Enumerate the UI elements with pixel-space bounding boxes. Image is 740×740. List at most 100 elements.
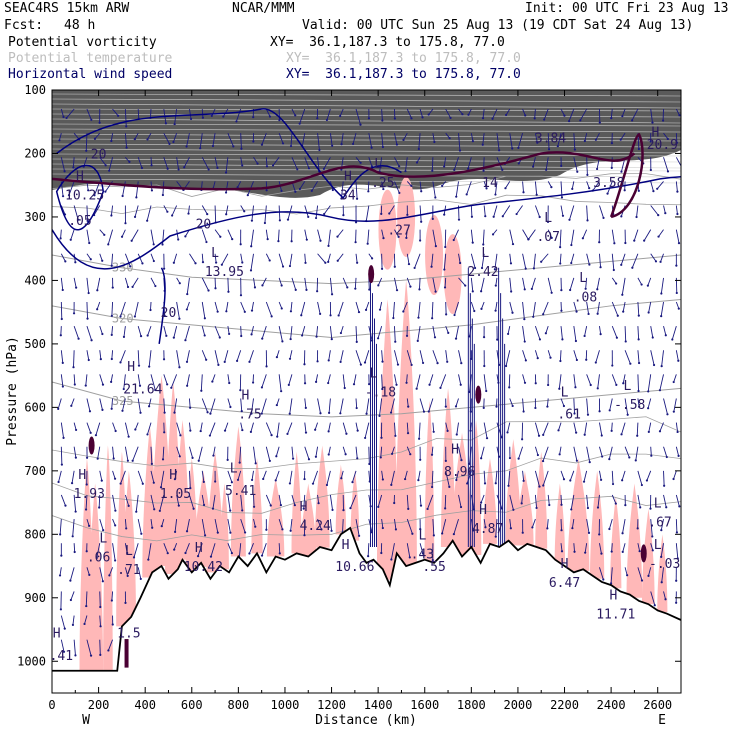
wind-vector-head: [419, 504, 423, 507]
wind-vector: [355, 326, 358, 342]
wind-vector-head: [288, 357, 292, 360]
wind-vector-head: [666, 170, 670, 173]
wind-vector: [253, 518, 256, 527]
wind-vector-head: [594, 361, 597, 364]
wind-vector-head: [214, 287, 217, 290]
wind-vector: [573, 543, 575, 552]
wind-vector: [521, 494, 524, 504]
wind-vector: [427, 494, 434, 510]
wind-vector-head: [298, 122, 301, 125]
extremum-label: -.58: [614, 398, 645, 413]
wind-vector-head: [381, 387, 384, 391]
wind-vector: [107, 229, 114, 245]
wind-vector: [509, 133, 513, 149]
wind-vector-head: [71, 535, 74, 538]
wind-vector-head: [331, 508, 334, 512]
wind-vector: [432, 519, 435, 536]
wind-vector-head: [470, 215, 474, 218]
wind-vector: [240, 133, 242, 149]
wind-vector-head: [422, 410, 426, 413]
wind-vector-head: [346, 286, 349, 289]
wind-vector: [148, 350, 152, 367]
wind-vector-head: [675, 531, 679, 534]
wind-vector-head: [177, 504, 180, 507]
wind-vector-head: [443, 213, 446, 216]
wind-vector-head: [588, 187, 591, 190]
wind-vector: [611, 374, 617, 386]
wind-vector: [445, 108, 451, 119]
wind-vector: [522, 229, 529, 240]
wind-vector-head: [455, 195, 458, 198]
wind-vector: [381, 350, 383, 362]
wind-vector: [445, 422, 449, 431]
wind-vector-head: [240, 334, 243, 338]
wind-vector: [406, 374, 408, 383]
wind-vector: [560, 543, 563, 552]
stratosphere-isentrope: [52, 93, 681, 97]
wind-vector: [586, 398, 589, 415]
wind-vector: [663, 591, 666, 600]
wind-vector: [291, 277, 297, 290]
wind-vector: [624, 398, 629, 415]
wind-vector-head: [278, 118, 281, 122]
wind-vector-head: [524, 114, 527, 117]
wind-vector-head: [521, 531, 524, 534]
wind-vector: [648, 422, 652, 433]
wind-vector: [547, 494, 550, 506]
wind-vector: [584, 543, 588, 553]
wind-vector: [543, 108, 549, 120]
wind-vector-head: [596, 387, 599, 390]
wind-vector-head: [395, 289, 399, 292]
wind-vector-head: [261, 337, 264, 340]
wind-vector: [455, 398, 459, 407]
wind-vector-head: [354, 241, 357, 244]
wind-vector-head: [114, 559, 117, 562]
wind-shade-region: [376, 299, 399, 580]
wind-shade-region: [424, 401, 435, 562]
wind-vector-head: [152, 259, 155, 263]
wind-vector: [200, 422, 203, 432]
wind-vector-head: [621, 550, 624, 553]
wind-vector: [73, 277, 77, 288]
wind-vector: [353, 374, 357, 385]
wind-vector-head: [614, 502, 617, 505]
wind-vector-head: [596, 506, 600, 509]
wind-vector-head: [126, 459, 129, 462]
wind-vector: [611, 277, 617, 284]
wind-vector: [380, 446, 383, 458]
wind-vector-head: [269, 504, 272, 507]
wind-vector-head: [85, 456, 89, 459]
wind-vector-head: [427, 113, 430, 116]
wind-vector: [173, 133, 178, 143]
wind-vector-head: [480, 290, 483, 293]
wind-vector: [675, 181, 678, 192]
wind-vector-head: [677, 454, 680, 457]
wind-vector: [342, 422, 347, 434]
wind-vector-head: [397, 235, 400, 238]
wind-vector: [637, 543, 641, 552]
wind-vector: [483, 205, 486, 217]
wind-vector-head: [189, 487, 192, 490]
stratosphere-isentrope: [52, 158, 681, 163]
wind-vector: [621, 470, 626, 481]
wind-vector-head: [160, 525, 163, 528]
wind-vector: [390, 398, 395, 413]
wind-shade-region: [219, 483, 229, 570]
wind-vector: [86, 229, 90, 244]
wind-vector-head: [483, 364, 486, 368]
wind-vector-head: [325, 483, 329, 487]
wind-vector-head: [238, 461, 241, 464]
wind-vector: [663, 205, 666, 214]
wind-vector-head: [274, 479, 277, 482]
wind-shade-region: [567, 458, 590, 571]
wind-vector: [394, 277, 398, 291]
wind-vector: [99, 518, 104, 531]
wind-vector-head: [199, 147, 202, 150]
wind-vector: [278, 374, 282, 392]
wind-vector-head: [327, 260, 330, 263]
wind-vector-head: [117, 114, 120, 117]
wind-vector: [522, 181, 524, 193]
wind-vector-head: [103, 233, 106, 236]
wind-vector-head: [187, 212, 190, 215]
wind-vector: [186, 277, 190, 295]
